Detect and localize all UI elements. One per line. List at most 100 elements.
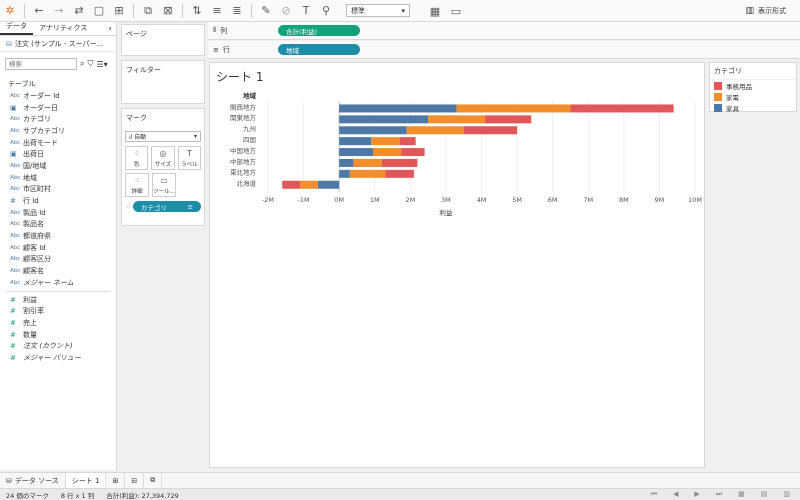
field-item[interactable]: Abc 国/地域: [0, 160, 116, 172]
clear-icon[interactable]: ⊠: [163, 4, 173, 17]
card-toggle-icon[interactable]: ▦: [429, 4, 441, 18]
legend-item[interactable]: 家具: [710, 102, 796, 113]
replay-icon[interactable]: ⇄: [74, 4, 84, 17]
search-icon[interactable]: ⌕: [80, 59, 85, 68]
new-sheet-icon[interactable]: ⊞: [114, 4, 124, 17]
new-worksheet-icon[interactable]: ⊞: [106, 472, 126, 489]
field-item[interactable]: Abc メジャー ネーム: [0, 277, 116, 289]
field-item[interactable]: ▣ オーダー日: [0, 102, 116, 114]
bar-segment[interactable]: [372, 148, 402, 157]
bar-segment[interactable]: [385, 169, 414, 178]
bar-segment[interactable]: [300, 180, 318, 189]
duplicate-icon[interactable]: ⧉: [144, 3, 152, 17]
rows-shelf[interactable]: ≡ 行 地域: [208, 41, 800, 59]
field-item[interactable]: # 数量: [0, 329, 116, 341]
filter-icon[interactable]: ⛉: [87, 59, 94, 68]
collapse-pane-icon[interactable]: ‹: [108, 24, 112, 34]
sort-desc-icon[interactable]: ≣: [232, 4, 242, 17]
filters-card[interactable]: フィルター: [121, 60, 205, 104]
region-pill[interactable]: 地域: [278, 44, 360, 55]
bar-segment[interactable]: [406, 126, 464, 135]
bar-segment[interactable]: [339, 104, 457, 113]
bar-segment[interactable]: [485, 115, 532, 124]
size-button[interactable]: ◎ サイズ: [151, 146, 175, 170]
bar-segment[interactable]: [570, 104, 674, 113]
highlight-icon[interactable]: ✎: [261, 4, 271, 17]
tableau-logo-icon[interactable]: ✲: [5, 4, 15, 17]
worksheet[interactable]: シート 1 地域 関西地方 関東地方 九州 四国 中国地方 中部地方 東北地方 北海道 -2M -1…: [209, 62, 705, 468]
fit-select[interactable]: 標準 ▾: [346, 4, 410, 17]
grid-view-icon[interactable]: ▦: [738, 490, 745, 498]
bar-segment[interactable]: [339, 137, 372, 146]
field-item[interactable]: Abc 出荷モード: [0, 137, 116, 149]
pin-icon[interactable]: ⚲: [321, 4, 331, 17]
bar-segment[interactable]: [456, 104, 571, 113]
field-item[interactable]: # 行 Id: [0, 195, 116, 207]
bar-segment[interactable]: [339, 169, 350, 178]
field-item[interactable]: Abc 製品名: [0, 219, 116, 231]
bar-segment[interactable]: [401, 148, 425, 157]
field-item[interactable]: # メジャー バリュー: [0, 352, 116, 364]
label-button[interactable]: T ラベル: [177, 146, 201, 170]
sheet-tab[interactable]: シート 1: [65, 472, 107, 489]
field-item[interactable]: Abc 都道府県: [0, 230, 116, 242]
next-page-icon[interactable]: ▶: [694, 490, 700, 498]
save-icon[interactable]: ▢: [93, 4, 105, 17]
bar-segment[interactable]: [371, 137, 400, 146]
presentation-icon[interactable]: ▭: [450, 4, 462, 18]
datasource-item[interactable]: ⛁ 注文 (サンプル - スーパー...: [0, 36, 116, 52]
sort-asc-icon[interactable]: ≡: [212, 4, 222, 17]
undo-icon[interactable]: ←: [34, 4, 44, 17]
bar-segment[interactable]: [339, 148, 373, 157]
legend-item[interactable]: 事務用品: [710, 80, 796, 91]
bar-segment[interactable]: [339, 158, 354, 167]
tab-analytics[interactable]: アナリティクス: [39, 24, 88, 32]
first-page-icon[interactable]: ⏮: [650, 490, 658, 498]
bar-segment[interactable]: [428, 115, 486, 124]
field-item[interactable]: # 利益: [0, 294, 116, 306]
field-item[interactable]: Abc 地域: [0, 172, 116, 184]
field-item[interactable]: Abc オーダー Id: [0, 90, 116, 102]
show-me-button[interactable]: ▥ 表示形式: [745, 4, 786, 18]
swap-icon[interactable]: ⇅: [192, 4, 202, 17]
last-page-icon[interactable]: ⏭: [715, 490, 723, 498]
pages-card[interactable]: ページ: [121, 24, 205, 56]
new-dashboard-icon[interactable]: ⊟: [125, 472, 145, 489]
label-icon[interactable]: T: [302, 4, 310, 17]
tab-data[interactable]: データ: [0, 19, 33, 35]
group-icon[interactable]: ⊘: [281, 4, 291, 17]
detail-button[interactable]: ⁖ 詳細: [125, 173, 149, 197]
bar-segment[interactable]: [282, 180, 301, 189]
view-options-icon[interactable]: ☰▾: [96, 59, 108, 69]
bar-segment[interactable]: [399, 137, 416, 146]
sum-profit-pill[interactable]: 合計(利益): [278, 25, 360, 36]
redo-icon[interactable]: →: [54, 4, 64, 17]
list-view-icon[interactable]: ▤: [760, 490, 768, 498]
bar-segment[interactable]: [353, 158, 382, 167]
field-item[interactable]: Abc 顧客区分: [0, 254, 116, 266]
bar-segment[interactable]: [463, 126, 518, 135]
bar-segment[interactable]: [381, 158, 418, 167]
category-pill[interactable]: カテゴリ ≡: [132, 201, 201, 212]
bar-segment[interactable]: [317, 180, 340, 189]
legend-item[interactable]: 家電: [710, 91, 796, 102]
field-item[interactable]: # 注文 (カウント): [0, 340, 116, 352]
filmstrip-view-icon[interactable]: ▥: [783, 490, 790, 498]
field-item[interactable]: # 割引率: [0, 305, 116, 317]
field-item[interactable]: Abc 顧客名: [0, 265, 116, 277]
color-button[interactable]: ⁘ 色: [125, 146, 149, 170]
field-item[interactable]: Abc サブカテゴリ: [0, 125, 116, 137]
marks-type-select[interactable]: ıl 自動 ▾: [125, 131, 201, 142]
field-item[interactable]: Abc 顧客 Id: [0, 242, 116, 254]
field-item[interactable]: ▣ 出荷日: [0, 148, 116, 160]
search-input[interactable]: [5, 58, 77, 70]
field-item[interactable]: Abc 製品 Id: [0, 207, 116, 219]
datasource-tab[interactable]: ⛁ データ ソース: [0, 472, 66, 489]
new-story-icon[interactable]: ⧉: [144, 472, 163, 489]
tooltip-button[interactable]: ▭ ツール...: [152, 173, 176, 197]
bar-segment[interactable]: [349, 169, 386, 178]
bar-segment[interactable]: [339, 126, 407, 135]
columns-shelf[interactable]: ⦀ 列 合計(利益): [208, 22, 800, 40]
field-item[interactable]: # 売上: [0, 317, 116, 329]
